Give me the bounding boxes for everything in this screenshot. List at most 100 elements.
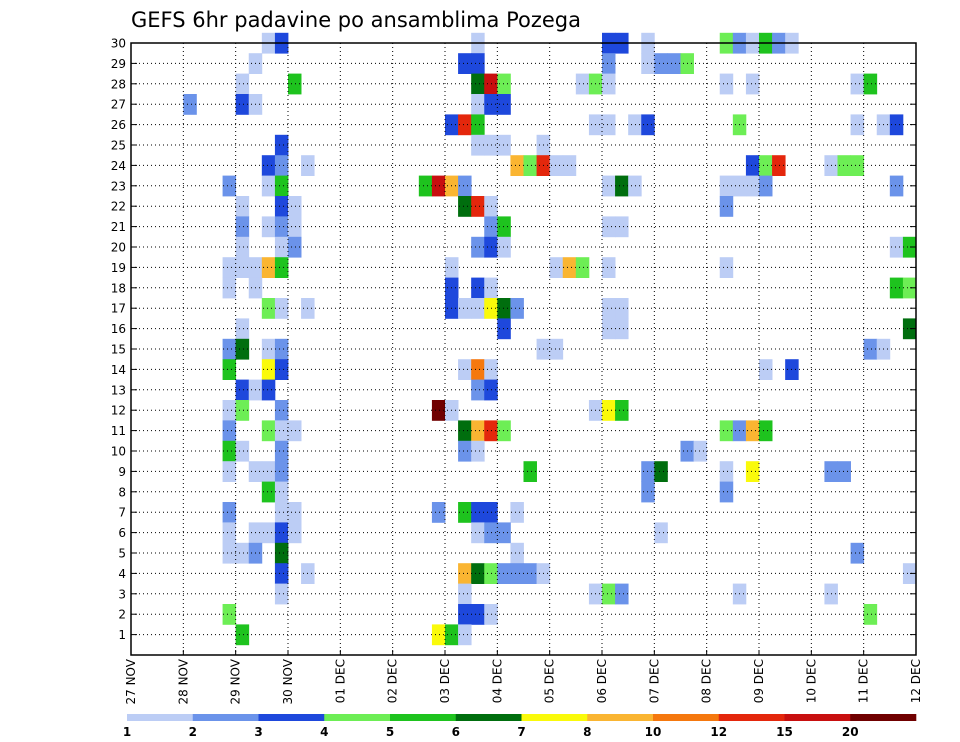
- heatmap-cell: [484, 73, 498, 95]
- heatmap-cell: [497, 563, 511, 584]
- heatmap-cell: [288, 73, 302, 95]
- y-tick-label: 17: [111, 302, 126, 316]
- heatmap-cell: [902, 318, 917, 340]
- colorbar-swatch: [455, 714, 522, 721]
- y-tick-label: 16: [111, 322, 126, 336]
- heatmap-cell: [288, 502, 302, 523]
- heatmap-cell: [759, 155, 773, 176]
- x-tick-label: 27 NOV: [124, 658, 138, 704]
- heatmap-cell: [235, 216, 250, 238]
- heatmap-cell: [471, 502, 485, 523]
- heatmap-cell: [274, 257, 289, 278]
- heatmap-cell: [484, 94, 498, 115]
- heatmap-cell: [602, 318, 616, 340]
- heatmap-cell: [602, 114, 616, 136]
- heatmap-cell: [471, 114, 485, 136]
- heatmap-cell: [745, 461, 760, 482]
- heatmap-cell: [261, 481, 276, 503]
- heatmap-cell: [458, 175, 472, 197]
- heatmap-cell: [863, 604, 878, 625]
- heatmap-cell: [471, 277, 485, 299]
- y-tick-label: 19: [111, 261, 126, 275]
- colorbar-label: 20: [842, 725, 859, 739]
- heatmap-cell: [628, 114, 642, 136]
- heatmap-cell: [863, 338, 878, 360]
- heatmap-cell: [484, 277, 498, 299]
- heatmap-cell: [889, 277, 904, 299]
- heatmap-cell: [458, 583, 472, 605]
- heatmap-cell: [497, 318, 511, 340]
- heatmap-cell: [288, 236, 302, 258]
- heatmap-cell: [235, 400, 250, 421]
- colorbar-label: 15: [776, 725, 793, 739]
- heatmap-cell: [615, 298, 629, 319]
- x-tick-label: 03 DEC: [438, 659, 452, 703]
- y-tick-label: 25: [111, 139, 126, 153]
- heatmap-cell: [615, 216, 629, 238]
- heatmap-cell: [719, 73, 734, 95]
- heatmap-cell: [562, 155, 577, 176]
- heatmap-cell: [274, 563, 289, 584]
- heatmap-cell: [458, 359, 472, 380]
- y-tick-label: 26: [111, 118, 126, 132]
- heatmap-cell: [719, 461, 734, 482]
- y-tick-label: 1: [118, 628, 126, 642]
- heatmap-cell: [745, 175, 760, 197]
- y-tick-label: 24: [111, 159, 126, 173]
- heatmap-cell: [261, 175, 276, 197]
- heatmap-cell: [261, 216, 276, 238]
- heatmap-cell: [902, 563, 917, 584]
- x-tick-label: 10 DEC: [804, 659, 818, 703]
- heatmap-cell: [471, 440, 485, 462]
- heatmap-cell: [418, 175, 433, 197]
- y-tick-label: 21: [111, 220, 126, 234]
- heatmap-cell: [837, 461, 851, 482]
- colorbar-label: 6: [452, 725, 460, 739]
- y-tick-label: 30: [111, 37, 126, 51]
- heatmap-cell: [889, 175, 904, 197]
- colorbar-swatch: [653, 714, 720, 721]
- heatmap-cell: [261, 522, 276, 544]
- heatmap-cell: [602, 400, 616, 421]
- heatmap-cell: [261, 298, 276, 319]
- heatmap-cell: [615, 318, 629, 340]
- heatmap-cell: [235, 440, 250, 462]
- heatmap-cell: [837, 155, 851, 176]
- heatmap-cell: [628, 175, 642, 197]
- heatmap-cell: [602, 583, 616, 605]
- heatmap-cell: [523, 461, 537, 482]
- heatmap-cell: [261, 420, 276, 442]
- colorbar-label: 10: [645, 725, 662, 739]
- heatmap-cell: [889, 236, 904, 258]
- heatmap-cell: [850, 114, 865, 136]
- y-tick-label: 3: [118, 587, 126, 601]
- heatmap-cell: [274, 196, 289, 217]
- heatmap-cell: [274, 481, 289, 503]
- heatmap-cell: [615, 400, 629, 421]
- heatmap-cell: [274, 298, 289, 319]
- heatmap-cell: [484, 196, 498, 217]
- heatmap-cell: [863, 73, 878, 95]
- y-tick-label: 15: [111, 343, 126, 357]
- heatmap-cell: [850, 73, 865, 95]
- heatmap-cell: [719, 196, 734, 217]
- heatmap-cell: [759, 420, 773, 442]
- heatmap-cell: [235, 542, 250, 564]
- colorbar-swatch: [521, 714, 588, 721]
- colorbar-swatch: [127, 714, 194, 721]
- heatmap-cell: [274, 461, 289, 482]
- heatmap-cell: [471, 53, 485, 74]
- heatmap-cell: [261, 155, 276, 176]
- heatmap-cell: [602, 53, 616, 74]
- y-tick-label: 8: [118, 485, 126, 499]
- heatmap-cell: [471, 359, 485, 380]
- heatmap-cell: [719, 420, 734, 442]
- heatmap-cell: [510, 298, 524, 319]
- heatmap-cell: [471, 236, 485, 258]
- heatmap-cell: [471, 298, 485, 319]
- heatmap-cell: [745, 73, 760, 95]
- heatmap-cell: [497, 298, 511, 319]
- heatmap-cell: [274, 175, 289, 197]
- colorbar-swatch: [718, 714, 785, 721]
- y-tick-label: 10: [111, 445, 126, 459]
